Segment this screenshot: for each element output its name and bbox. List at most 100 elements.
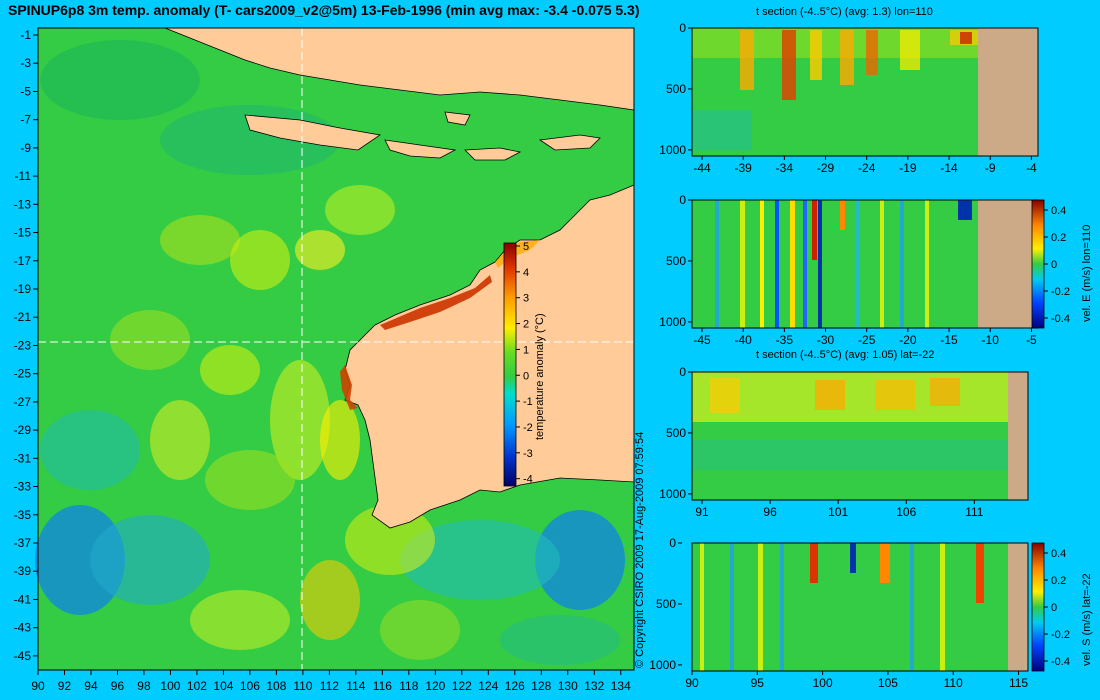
p2-x-tick-label: -20	[899, 333, 917, 347]
p3-x-tick-label: 96	[763, 505, 777, 519]
colorbar-tick-label: 1	[523, 344, 529, 356]
p1-y-tick-label: 500	[666, 82, 686, 96]
p1-x-tick-label: -9	[985, 161, 996, 175]
map-x-axis: 90 92 94 96 98 100 102 104 106 108 110 112 114 116 118…	[31, 670, 631, 693]
colorbar-label: temperature anomaly (°C)	[534, 313, 546, 440]
p2-x-tick-label: -30	[817, 333, 835, 347]
map-y-tick-label: -23	[14, 338, 32, 352]
map-x-tick-label: 92	[58, 679, 72, 693]
p4-colorbar-tick-label: 0.4	[1051, 548, 1066, 560]
temperature-anomaly-map: 90 92 94 96 98 100 102 104 106 108 110 112 114 116 118…	[14, 27, 635, 693]
colorbar-ticks: 5 4 3 2 1 0 -1 -2 -3 -4	[516, 241, 533, 486]
map-x-tick-label: 108	[266, 679, 286, 693]
p1-x-tick-label: -39	[735, 161, 753, 175]
map-y-tick-label: -37	[14, 536, 32, 550]
p2-colorbar-tick-label: 0	[1051, 259, 1057, 271]
p4-colorbar-tick-label: -0.2	[1051, 629, 1070, 641]
map-y-tick-label: -25	[14, 367, 32, 381]
p2-y-tick-label: 0	[679, 193, 686, 207]
colorbar-tick-label: 2	[523, 319, 529, 331]
map-y-tick-label: -39	[14, 564, 32, 578]
panel4-colorbar-label: vel. S (m/s) lat=-22	[1081, 573, 1093, 666]
map-x-tick-label: 90	[31, 679, 45, 693]
map-x-tick-label: 100	[160, 679, 180, 693]
map-y-tick-label: -3	[20, 56, 31, 70]
map-y-tick-label: -19	[14, 282, 32, 296]
map-x-tick-label: 106	[240, 679, 260, 693]
panel1-temperature-section-lon110	[691, 27, 1039, 157]
p1-y-tick-label: 1000	[659, 143, 686, 157]
map-y-tick-label: -7	[20, 113, 31, 127]
p2-x-tick-label: -5	[1026, 333, 1037, 347]
map-x-tick-label: 122	[452, 679, 472, 693]
p3-y-tick-label: 1000	[659, 487, 686, 501]
page-title: SPINUP6p8 3m temp. anomaly (T- cars2009_…	[8, 2, 640, 18]
panel3-title: t section (-4..5°C) (avg: 1.05) lat=-22	[756, 349, 935, 361]
p2-y-tick-label: 500	[666, 254, 686, 268]
map-x-tick-label: 132	[584, 679, 604, 693]
p1-x-tick-label: -34	[776, 161, 794, 175]
p4-y-tick-label: 1000	[649, 658, 676, 672]
panel2-colorbar-label: vel. E (m/s) lon=110	[1081, 224, 1093, 322]
p1-x-tick-label: -44	[693, 161, 711, 175]
p4-x-tick-label: 90	[685, 676, 699, 690]
panel3-temperature-section-lat-22	[691, 371, 1029, 501]
p1-x-tick-label: -4	[1026, 161, 1037, 175]
map-x-tick-label: 130	[558, 679, 578, 693]
panel2-colorbar	[1031, 199, 1045, 329]
p2-x-tick-label: -40	[735, 333, 753, 347]
p2-colorbar-tick-label: 0.4	[1051, 205, 1066, 217]
panel4-colorbar	[1031, 542, 1045, 672]
temperature-colorbar	[503, 242, 517, 487]
panel1-title: t section (-4..5°C) (avg: 1.3) lon=110	[756, 6, 933, 18]
colorbar-tick-label: -3	[523, 448, 533, 460]
map-x-tick-label: 124	[478, 679, 498, 693]
map-x-tick-label: 104	[213, 679, 233, 693]
p4-x-tick-label: 95	[751, 676, 765, 690]
p1-x-tick-label: -29	[817, 161, 835, 175]
map-y-tick-label: -35	[14, 508, 32, 522]
p4-x-tick-label: 105	[878, 676, 898, 690]
map-y-tick-label: -9	[20, 141, 31, 155]
map-x-tick-label: 114	[346, 679, 365, 693]
p4-x-tick-label: 100	[813, 676, 833, 690]
map-y-tick-label: -15	[14, 226, 32, 240]
map-y-tick-label: -17	[14, 254, 32, 268]
p3-x-tick-label: 101	[828, 505, 848, 519]
map-y-axis: -1 -3 -5 -7 -9 -11 -13 -15 -17 -19 -21 -23 -25 -27 -29…	[14, 28, 38, 663]
colorbar-tick-label: -2	[523, 422, 533, 434]
map-y-tick-label: -21	[14, 310, 32, 324]
colorbar-tick-label: -4	[523, 474, 533, 486]
p2-x-tick-label: -35	[776, 333, 794, 347]
colorbar-tick-label: -1	[523, 396, 533, 408]
p1-x-tick-label: -24	[858, 161, 876, 175]
p4-colorbar-tick-label: 0	[1051, 602, 1057, 614]
map-x-tick-label: 118	[399, 679, 418, 693]
map-x-tick-label: 98	[137, 679, 151, 693]
p1-x-tick-label: -14	[940, 161, 958, 175]
p4-colorbar-tick-label: 0.2	[1051, 575, 1066, 587]
p4-y-tick-label: 0	[669, 536, 676, 550]
map-x-tick-label: 116	[373, 679, 392, 693]
map-y-tick-label: -33	[14, 480, 32, 494]
map-y-tick-label: -5	[20, 84, 31, 98]
colorbar-tick-label: 3	[523, 293, 529, 305]
p2-colorbar-tick-label: -0.4	[1051, 313, 1070, 325]
anomaly-patterns	[35, 40, 625, 665]
map-y-tick-label: -29	[14, 423, 32, 437]
p2-x-tick-label: -25	[858, 333, 876, 347]
p1-y-tick-label: 0	[679, 21, 686, 35]
p3-x-tick-label: 91	[695, 505, 709, 519]
map-y-tick-label: -11	[15, 169, 32, 183]
map-x-tick-label: 96	[111, 679, 125, 693]
map-y-tick-label: -27	[14, 395, 32, 409]
panel2-velocity-east-lon110	[691, 199, 1039, 329]
p2-x-tick-label: -45	[693, 333, 711, 347]
map-x-tick-label: 112	[320, 679, 339, 693]
p4-x-tick-label: 110	[944, 676, 963, 690]
map-y-tick-label: -43	[14, 621, 32, 635]
map-x-tick-label: 102	[187, 679, 207, 693]
map-y-tick-label: -13	[14, 197, 32, 211]
p2-x-tick-label: -15	[940, 333, 958, 347]
p3-x-tick-label: 111	[965, 505, 984, 519]
